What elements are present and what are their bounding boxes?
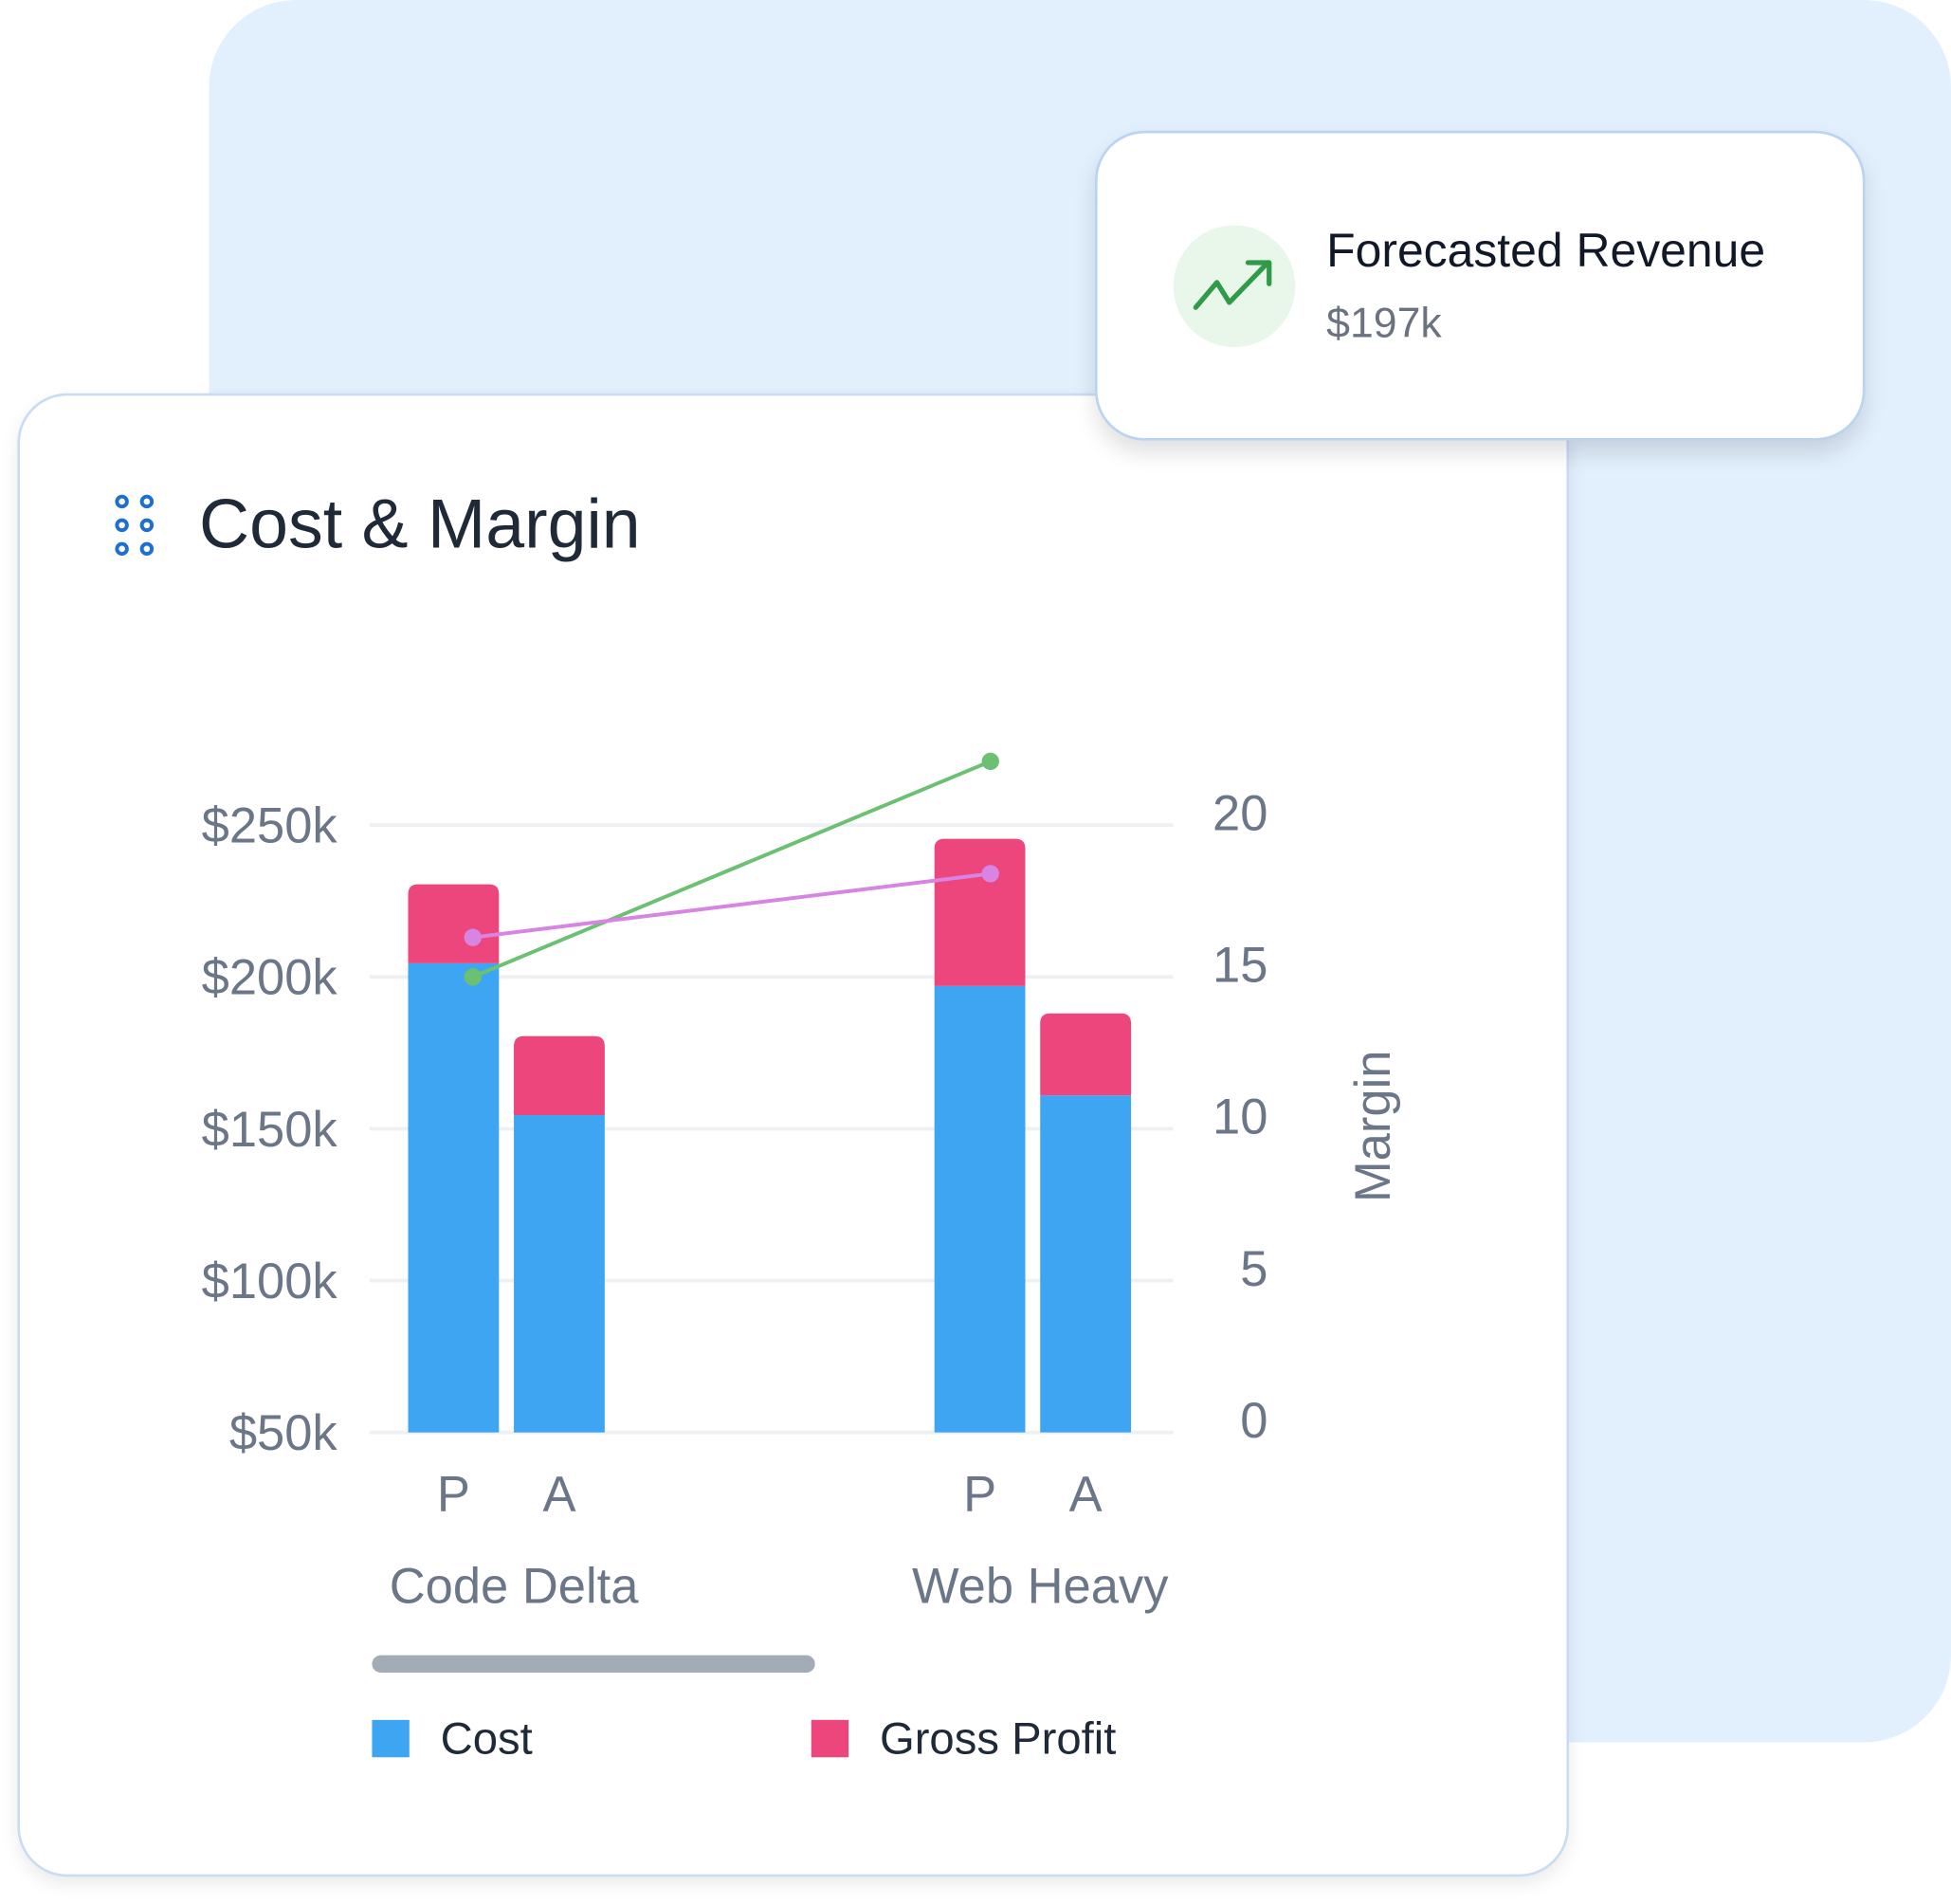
right-axis-tick: 0 [1240, 1393, 1267, 1449]
sub-category-label: A [1069, 1466, 1103, 1522]
margin-point [465, 968, 482, 985]
bar-cost [1040, 1095, 1131, 1432]
bar-gross-profit [409, 885, 500, 963]
sub-category-label: P [963, 1466, 996, 1522]
left-axis-tick: $200k [202, 950, 338, 1006]
right-axis-label: Margin [1345, 1051, 1401, 1202]
sub-category-label: P [437, 1466, 470, 1522]
forecasted-revenue-card: Forecasted Revenue $197k [1095, 131, 1865, 441]
right-axis-tick: 10 [1213, 1089, 1267, 1145]
margin-point [982, 753, 999, 770]
revenue-title: Forecasted Revenue [1326, 226, 1765, 279]
margin-point [465, 928, 482, 945]
right-axis-tick: 15 [1213, 938, 1267, 994]
left-axis-tick: $150k [202, 1102, 338, 1158]
left-axis-tick: $50k [229, 1405, 338, 1461]
left-axis-tick: $250k [202, 798, 338, 854]
margin-line-green [473, 761, 991, 977]
right-axis-tick: 20 [1213, 785, 1267, 841]
bar-cost [409, 963, 500, 1433]
bar-cost [514, 1115, 605, 1433]
revenue-value: $197k [1326, 300, 1442, 348]
margin-point [982, 865, 999, 882]
bar-gross-profit [514, 1036, 605, 1115]
left-axis-tick: $100k [202, 1254, 338, 1309]
bar-gross-profit [935, 839, 1026, 986]
trending-up-icon [1174, 226, 1296, 348]
bar-cost [935, 986, 1026, 1433]
group-label: Web Heavy [912, 1559, 1169, 1615]
right-axis-tick: 5 [1240, 1241, 1267, 1297]
bar-gross-profit [1040, 1014, 1131, 1095]
margin-line-purple [473, 873, 991, 937]
sub-category-label: A [542, 1466, 575, 1522]
group-label: Code Delta [390, 1559, 639, 1615]
